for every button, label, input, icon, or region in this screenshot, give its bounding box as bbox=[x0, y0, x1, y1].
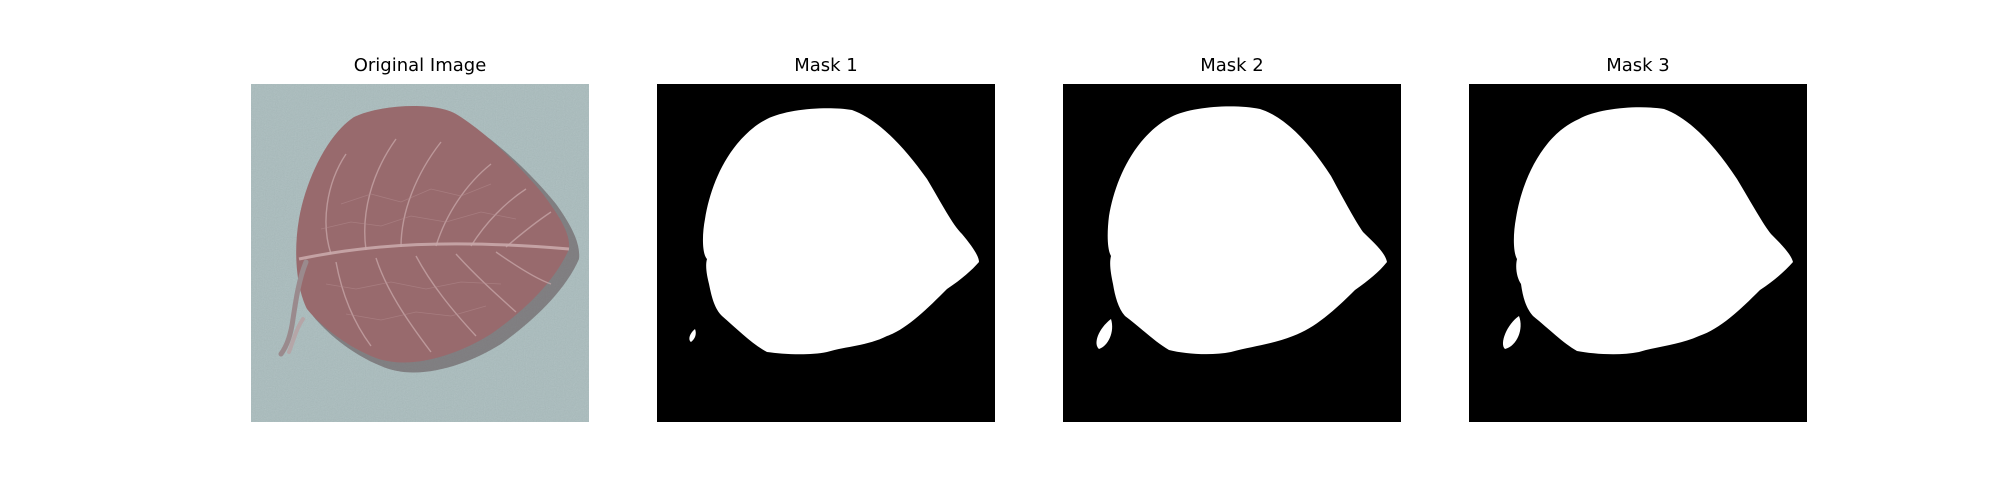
panel-mask-1: Mask 1 bbox=[657, 55, 995, 425]
mask-foreground bbox=[702, 108, 979, 355]
mask-foreground bbox=[1513, 107, 1793, 355]
leaf-stem bbox=[278, 259, 309, 357]
panel-title: Mask 3 bbox=[1606, 55, 1670, 76]
mask-foreground bbox=[1107, 106, 1387, 355]
panel-original-image: Original Image bbox=[251, 55, 589, 425]
panel-title: Original Image bbox=[353, 55, 487, 76]
panel-title: Mask 1 bbox=[794, 55, 858, 76]
original-leaf-photo bbox=[251, 84, 589, 422]
panel-title: Mask 2 bbox=[1200, 55, 1264, 76]
mask-2-image bbox=[1063, 84, 1401, 422]
panel-mask-2: Mask 2 bbox=[1063, 55, 1401, 425]
mask-1-image bbox=[657, 84, 995, 422]
panel-mask-3: Mask 3 bbox=[1469, 55, 1807, 425]
mask-3-image bbox=[1469, 84, 1807, 422]
